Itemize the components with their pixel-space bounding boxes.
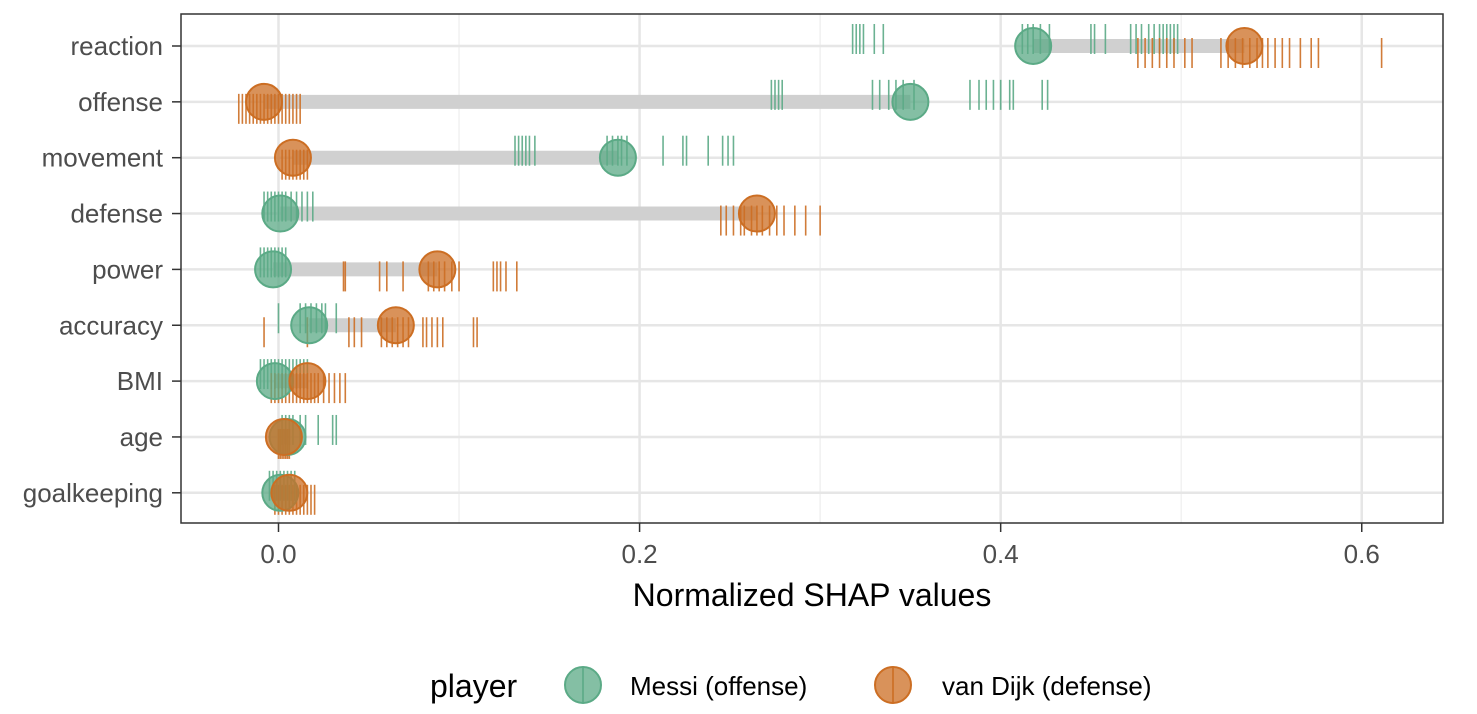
y-tick-label: BMI [117, 366, 163, 396]
y-tick-label: offense [78, 87, 163, 117]
legend: player Messi (offense) van Dijk (defense) [430, 666, 1152, 704]
mean-point [270, 473, 309, 512]
y-tick-label: reaction [71, 31, 164, 61]
mean-point [598, 138, 637, 177]
mean-point [290, 306, 329, 345]
x-axis-title: Normalized SHAP values [633, 577, 992, 613]
mean-point [245, 82, 284, 121]
y-axis: reaction offense movement defense power accur… [23, 31, 181, 508]
legend-label: van Dijk (defense) [942, 671, 1152, 701]
mean-point [376, 306, 415, 345]
mean-point [1014, 27, 1053, 65]
mean-points [245, 27, 1264, 512]
legend-title: player [430, 668, 518, 704]
x-tick-label: 0.2 [622, 539, 658, 569]
mean-point [261, 194, 300, 233]
mean-point [418, 250, 457, 289]
mean-point [737, 194, 776, 233]
mean-point [273, 138, 312, 177]
legend-label: Messi (offense) [630, 671, 807, 701]
x-axis: 0.0 0.2 0.4 0.6 [260, 523, 1380, 569]
y-tick-label: age [120, 422, 163, 452]
y-tick-label: defense [70, 199, 163, 229]
mean-point [254, 250, 293, 289]
mean-point [1225, 27, 1264, 65]
mean-point [255, 362, 294, 401]
x-tick-label: 0.6 [1344, 539, 1380, 569]
mean-point [891, 82, 930, 121]
y-tick-label: accuracy [59, 310, 163, 340]
x-tick-label: 0.0 [260, 539, 296, 569]
mean-point [264, 417, 303, 456]
panel-border [180, 13, 1444, 524]
y-tick-label: movement [42, 143, 164, 173]
y-tick-label: goalkeeping [23, 478, 163, 508]
x-tick-label: 0.4 [983, 539, 1019, 569]
mean-point [288, 362, 327, 401]
y-tick-label: power [92, 254, 163, 284]
